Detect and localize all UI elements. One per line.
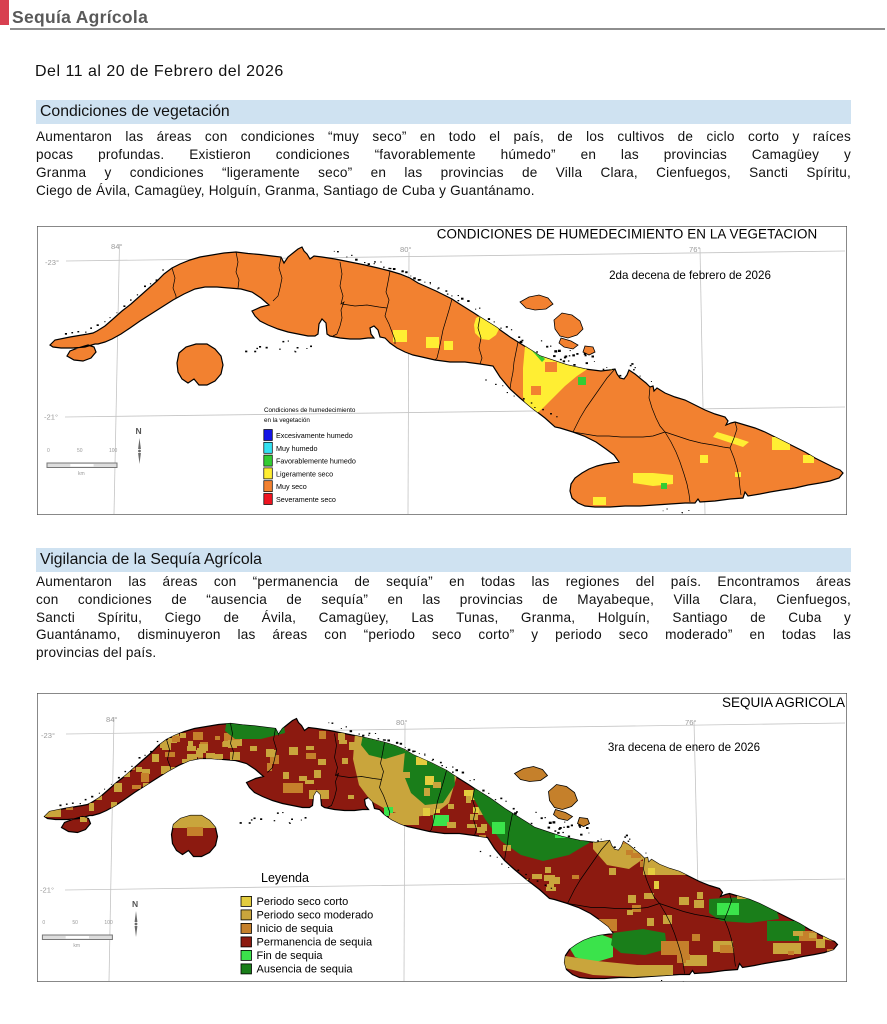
svg-text:-21°: -21° xyxy=(44,413,58,422)
svg-text:SEQUIA AGRICOLA: SEQUIA AGRICOLA xyxy=(722,695,845,710)
svg-text:en la vegetación: en la vegetación xyxy=(264,417,310,424)
svg-text:-23°: -23° xyxy=(45,258,59,267)
svg-text:Muy humedo: Muy humedo xyxy=(276,444,318,453)
svg-text:Periodo seco corto: Periodo seco corto xyxy=(257,896,349,908)
svg-text:km: km xyxy=(78,471,85,477)
svg-text:0: 0 xyxy=(42,920,45,926)
svg-text:Ausencia de sequia: Ausencia de sequia xyxy=(257,964,354,976)
svg-text:Severamente seco: Severamente seco xyxy=(276,495,336,504)
svg-text:N: N xyxy=(136,426,142,436)
svg-text:2da decena de febrero de 2026: 2da decena de febrero de 2026 xyxy=(609,269,771,282)
svg-text:Fin de sequia: Fin de sequia xyxy=(257,950,324,962)
svg-text:84°: 84° xyxy=(111,242,122,251)
svg-text:-21°: -21° xyxy=(40,886,54,895)
svg-text:Permanencia de sequia: Permanencia de sequia xyxy=(257,937,373,949)
svg-text:-23°: -23° xyxy=(41,731,55,740)
svg-text:76°: 76° xyxy=(689,245,700,254)
svg-text:Condiciones de humedecimiento: Condiciones de humedecimiento xyxy=(264,407,356,414)
svg-text:100: 100 xyxy=(104,920,113,926)
svg-text:Favorablemente humedo: Favorablemente humedo xyxy=(276,457,356,466)
svg-text:Excesivamente humedo: Excesivamente humedo xyxy=(276,431,353,440)
svg-text:km: km xyxy=(73,943,80,949)
svg-text:84°: 84° xyxy=(106,715,117,724)
svg-text:80°: 80° xyxy=(400,245,411,254)
svg-text:CONDICIONES DE HUMEDECIMIENTO: CONDICIONES DE HUMEDECIMIENTO EN LA VEGE… xyxy=(437,227,818,242)
svg-text:100: 100 xyxy=(109,448,118,454)
svg-text:3ra decena de enero de 2026: 3ra decena de enero de 2026 xyxy=(608,741,760,754)
svg-text:Inicio de sequia: Inicio de sequia xyxy=(257,923,334,935)
svg-text:Leyenda: Leyenda xyxy=(261,871,309,885)
svg-text:Muy seco: Muy seco xyxy=(276,482,307,491)
svg-text:80°: 80° xyxy=(396,718,407,727)
svg-text:50: 50 xyxy=(77,448,83,454)
svg-text:Periodo seco moderado: Periodo seco moderado xyxy=(257,910,374,922)
svg-text:0: 0 xyxy=(47,448,50,454)
svg-text:Ligeramente seco: Ligeramente seco xyxy=(276,469,333,478)
svg-text:76°: 76° xyxy=(685,718,696,727)
svg-text:N: N xyxy=(132,899,138,909)
svg-text:50: 50 xyxy=(72,920,78,926)
